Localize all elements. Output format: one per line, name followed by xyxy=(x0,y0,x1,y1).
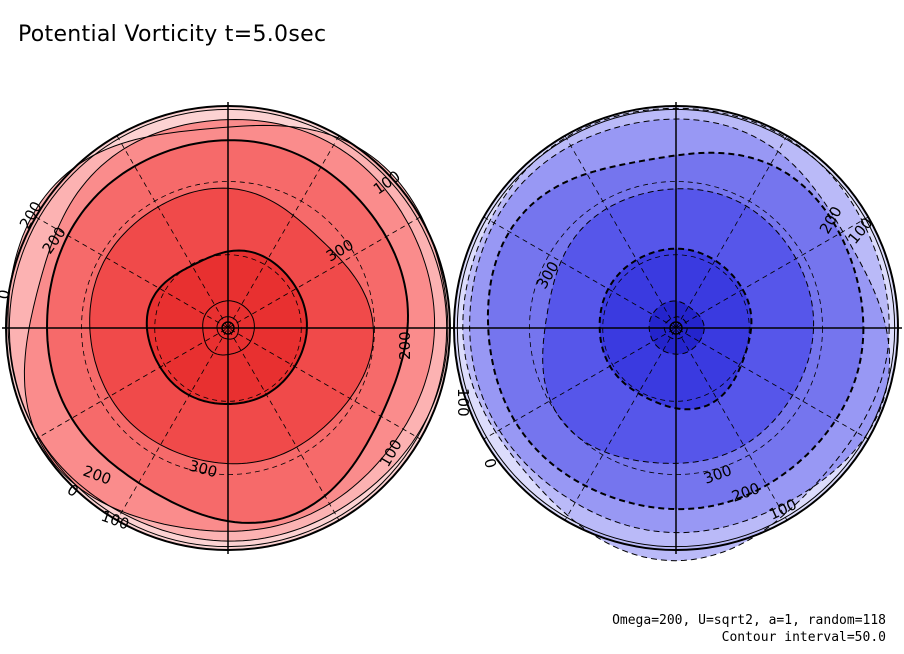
center-contour xyxy=(669,321,683,335)
meridian-60 xyxy=(564,135,788,521)
meridian-30 xyxy=(483,216,869,440)
contour-label: 200 xyxy=(396,331,414,360)
north-hemisphere-plot xyxy=(2,102,454,554)
meridian-60 xyxy=(116,135,340,521)
meridian-150 xyxy=(35,216,421,440)
south-hemisphere-plot xyxy=(450,102,902,562)
contour-label: 0 xyxy=(0,288,14,301)
meridian-150 xyxy=(483,216,869,440)
contour-label: 100 xyxy=(454,388,472,417)
meridian-120 xyxy=(564,135,788,521)
plot-title: Potential Vorticity t=5.0sec xyxy=(18,22,327,47)
contour-interval-note: Contour interval=50.0 xyxy=(721,630,886,645)
parameters-note: Omega=200, U=sqrt2, a=1, random=118 xyxy=(612,613,886,628)
center-contour xyxy=(221,321,235,335)
contour-line-3 xyxy=(486,151,865,511)
contour-label: 0 xyxy=(480,456,500,470)
meridian-120 xyxy=(116,135,340,521)
meridian-30 xyxy=(35,216,421,440)
